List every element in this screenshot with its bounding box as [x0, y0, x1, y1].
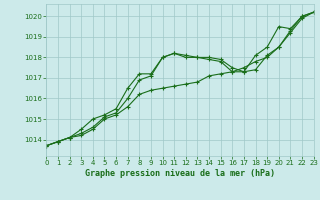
X-axis label: Graphe pression niveau de la mer (hPa): Graphe pression niveau de la mer (hPa): [85, 169, 275, 178]
